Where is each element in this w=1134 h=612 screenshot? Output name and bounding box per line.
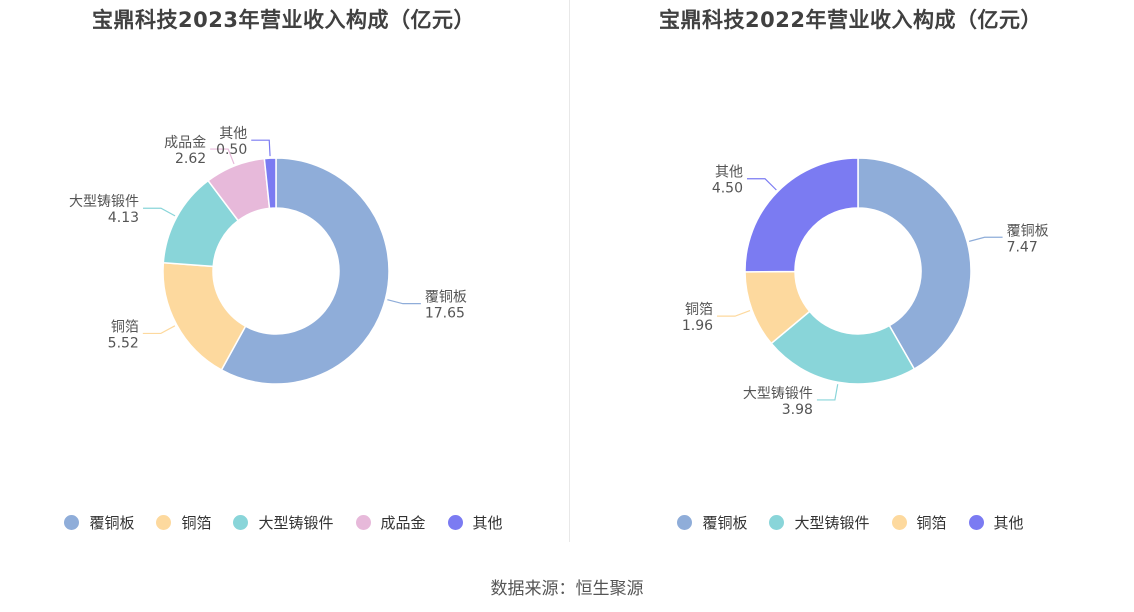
legend-label: 覆铜板 <box>702 514 748 532</box>
slice-label-成品金: 成品金 <box>164 135 206 151</box>
legend-marker <box>769 515 785 530</box>
slice-value-铜箔: 1.96 <box>682 318 713 334</box>
slice-value-大型铸锻件: 3.98 <box>782 402 813 418</box>
legend-label: 大型铸锻件 <box>794 514 870 532</box>
slice-label-铜箔: 铜箔 <box>685 302 713 318</box>
slice-覆铜板[interactable] <box>220 157 390 385</box>
legend-marker <box>64 515 80 530</box>
legend-item-铜箔[interactable]: 铜箔 <box>891 512 947 533</box>
legend-label: 铜箔 <box>181 514 212 532</box>
slice-label-覆铜板: 覆铜板 <box>425 290 467 306</box>
slice-其他[interactable] <box>744 157 859 273</box>
chart-title-2023: 宝鼎科技2023年营业收入构成（亿元） <box>92 8 475 32</box>
legend-marker <box>677 515 693 530</box>
legend-label: 成品金 <box>380 514 426 532</box>
slice-label-其他: 其他 <box>219 126 247 142</box>
legend-marker <box>968 515 984 530</box>
legend-item-大型铸锻件[interactable]: 大型铸锻件 <box>769 512 870 533</box>
leader-line-铜箔 <box>717 310 751 317</box>
leader-line-成品金 <box>210 148 235 165</box>
legend-item-覆铜板[interactable]: 覆铜板 <box>64 512 134 533</box>
chart-panel-2022: 宝鼎科技2022年营业收入构成（亿元） 覆铜板 7.47 大型铸锻件 3.98 铜箔 1.… <box>567 0 1134 560</box>
leader-line-其他 <box>251 139 271 157</box>
slice-value-铜箔: 5.52 <box>108 335 139 351</box>
legend-marker <box>447 515 463 530</box>
leader-line-大型铸锻件 <box>143 207 176 217</box>
slice-value-成品金: 2.62 <box>175 151 206 167</box>
leader-line-大型铸锻件 <box>816 384 839 401</box>
chart-title-2022: 宝鼎科技2022年营业收入构成（亿元） <box>659 8 1042 32</box>
legend-marker <box>891 515 907 530</box>
legend-item-其他[interactable]: 其他 <box>447 512 503 533</box>
slice-label-其他: 其他 <box>715 165 743 181</box>
legend-marker <box>233 515 249 530</box>
legend-2022: 覆铜板 大型铸锻件 铜箔 其他 <box>567 512 1134 533</box>
legend-item-铜箔[interactable]: 铜箔 <box>156 512 211 533</box>
panel-divider <box>569 0 570 542</box>
slice-value-覆铜板: 7.47 <box>1007 239 1038 255</box>
legend-label: 覆铜板 <box>89 514 135 532</box>
slice-label-大型铸锻件: 大型铸锻件 <box>743 386 813 402</box>
legend-label: 大型铸锻件 <box>258 514 334 532</box>
legend-item-成品金[interactable]: 成品金 <box>355 512 426 533</box>
slice-label-覆铜板: 覆铜板 <box>1007 223 1049 239</box>
slice-value-大型铸锻件: 4.13 <box>108 210 139 226</box>
slice-label-铜箔: 铜箔 <box>111 319 139 335</box>
legend-item-其他[interactable]: 其他 <box>968 512 1024 533</box>
data-source: 数据来源：恒生聚源 <box>490 579 644 599</box>
legend-marker <box>355 515 371 530</box>
legend-label: 其他 <box>993 514 1024 532</box>
legend-marker <box>156 515 172 530</box>
leader-line-覆铜板 <box>968 236 1003 242</box>
slice-label-大型铸锻件: 大型铸锻件 <box>69 194 139 210</box>
legend-item-大型铸锻件[interactable]: 大型铸锻件 <box>233 512 334 533</box>
slice-value-其他: 0.50 <box>216 142 247 158</box>
leader-line-覆铜板 <box>387 299 421 305</box>
legend-label: 其他 <box>472 514 503 532</box>
leader-line-铜箔 <box>142 325 176 335</box>
slice-value-其他: 4.50 <box>712 181 743 197</box>
slice-其他[interactable] <box>263 157 277 210</box>
legend-label: 铜箔 <box>916 514 947 532</box>
leader-line-其他 <box>747 178 777 191</box>
legend-2023: 覆铜板 铜箔 大型铸锻件 成品金 其他 <box>0 512 567 533</box>
slice-value-覆铜板: 17.65 <box>425 306 465 322</box>
chart-panel-2023: 宝鼎科技2023年营业收入构成（亿元） 覆铜板 17.65 铜箔 5.52 大型铸锻件 4… <box>0 0 567 560</box>
legend-item-覆铜板[interactable]: 覆铜板 <box>677 512 747 533</box>
slice-覆铜板[interactable] <box>857 157 972 371</box>
